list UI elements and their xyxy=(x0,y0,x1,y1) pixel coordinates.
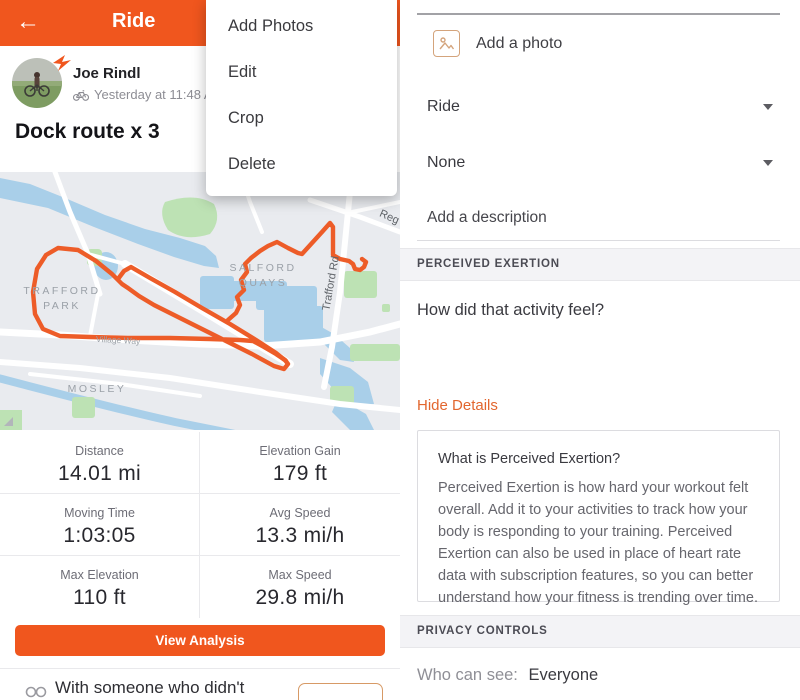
who-can-see-label: Who can see: xyxy=(417,666,518,684)
privacy-controls-section-header: PRIVACY CONTROLS xyxy=(400,615,800,648)
description-field[interactable]: Add a description xyxy=(427,209,547,226)
activity-timestamp: Yesterday at 11:48 AM xyxy=(73,87,223,102)
divider xyxy=(417,240,780,241)
workout-type-value: None xyxy=(427,154,466,171)
chevron-down-icon xyxy=(763,160,773,166)
section-title: PRIVACY CONTROLS xyxy=(417,625,548,637)
view-analysis-button[interactable]: View Analysis xyxy=(15,625,385,656)
tag-friends-text: With someone who didn't xyxy=(55,678,245,697)
exertion-info-box: What is Perceived Exertion? Perceived Ex… xyxy=(417,430,780,606)
add-photo-label[interactable]: Add a photo xyxy=(476,34,563,52)
divider xyxy=(417,13,780,15)
map-label-village-way: Village Way xyxy=(96,334,142,346)
photo-icon[interactable] xyxy=(433,30,460,57)
stat-label: Distance xyxy=(75,444,124,458)
who-can-see-row[interactable]: Who can see: Everyone xyxy=(417,666,598,685)
activity-type-value: Ride xyxy=(427,98,460,115)
stat-value: 13.3 mi/h xyxy=(255,524,345,547)
menu-item-crop[interactable]: Crop xyxy=(228,109,264,127)
menu-item-add-photos[interactable]: Add Photos xyxy=(228,17,314,35)
workout-type-select[interactable]: None xyxy=(427,154,773,172)
chevron-down-icon xyxy=(763,104,773,110)
athlete-name[interactable]: Joe Rindl xyxy=(73,65,141,82)
people-icon xyxy=(25,686,47,698)
stat-max-speed: Max Speed 29.8 mi/h xyxy=(200,556,400,618)
stat-label: Avg Speed xyxy=(269,506,331,520)
stat-label: Moving Time xyxy=(64,506,135,520)
stat-elevation-gain: Elevation Gain 179 ft xyxy=(200,432,400,493)
stats-row: Max Elevation 110 ft Max Speed 29.8 mi/h xyxy=(0,556,400,618)
map-label-park: PARK xyxy=(43,300,81,312)
stat-value: 1:03:05 xyxy=(63,524,136,547)
back-arrow-icon[interactable]: ← xyxy=(16,8,40,35)
activity-type-select[interactable]: Ride xyxy=(427,98,773,116)
exertion-question: How did that activity feel? xyxy=(417,301,605,319)
edit-activity-panel: Add a photo Ride None Add a description … xyxy=(400,0,800,700)
map-attribution-icon xyxy=(4,417,13,426)
stats-row: Moving Time 1:03:05 Avg Speed 13.3 mi/h xyxy=(0,494,400,556)
map-label-salford: SALFORD xyxy=(229,262,296,274)
stat-value: 110 ft xyxy=(73,586,126,609)
info-title: What is Perceived Exertion? xyxy=(438,451,621,467)
section-title: PERCEIVED EXERTION xyxy=(417,258,560,270)
stat-distance: Distance 14.01 mi xyxy=(0,432,200,493)
stat-moving-time: Moving Time 1:03:05 xyxy=(0,494,200,555)
activity-detail-panel: ← Ride Joe Rindl xyxy=(0,0,400,700)
map-label-mosley: MOSLEY xyxy=(68,383,127,395)
bike-icon xyxy=(73,89,89,101)
stat-value: 179 ft xyxy=(272,462,328,485)
divider xyxy=(0,668,400,669)
add-photo-row[interactable]: Add a photo xyxy=(433,30,562,57)
timestamp-text: Yesterday at 11:48 AM xyxy=(94,87,224,102)
stats-grid: Distance 14.01 mi Elevation Gain 179 ft … xyxy=(0,432,400,618)
map-label-trafford: TRAFFORD xyxy=(23,285,100,297)
stat-label: Max Speed xyxy=(268,568,332,582)
route-map[interactable]: TRAFFORD PARK SALFORD QUAYS MOSLEY Villa… xyxy=(0,169,400,438)
stat-value: 29.8 mi/h xyxy=(255,586,345,609)
stats-row: Distance 14.01 mi Elevation Gain 179 ft xyxy=(0,432,400,494)
menu-item-delete[interactable]: Delete xyxy=(228,155,276,173)
menu-item-edit[interactable]: Edit xyxy=(228,63,257,81)
overflow-menu: Add Photos Edit Crop Delete xyxy=(206,0,397,196)
page-title: Ride xyxy=(112,10,156,32)
tag-friends-row: With someone who didn't xyxy=(0,676,400,700)
info-body: Perceived Exertion is how hard your work… xyxy=(438,480,758,607)
perceived-exertion-section-header: PERCEIVED EXERTION xyxy=(400,248,800,281)
stat-value: 14.01 mi xyxy=(58,462,141,485)
who-can-see-value: Everyone xyxy=(528,666,599,684)
stat-label: Elevation Gain xyxy=(259,444,341,458)
tag-friends-button[interactable] xyxy=(298,683,383,700)
strava-arrow-badge-icon xyxy=(53,55,71,71)
stat-label: Max Elevation xyxy=(60,568,139,582)
hide-details-link[interactable]: Hide Details xyxy=(417,397,498,414)
map-label-quays: QUAYS xyxy=(239,277,287,289)
stat-max-elevation: Max Elevation 110 ft xyxy=(0,556,200,618)
activity-title: Dock route x 3 xyxy=(15,120,160,143)
stat-avg-speed: Avg Speed 13.3 mi/h xyxy=(200,494,400,555)
